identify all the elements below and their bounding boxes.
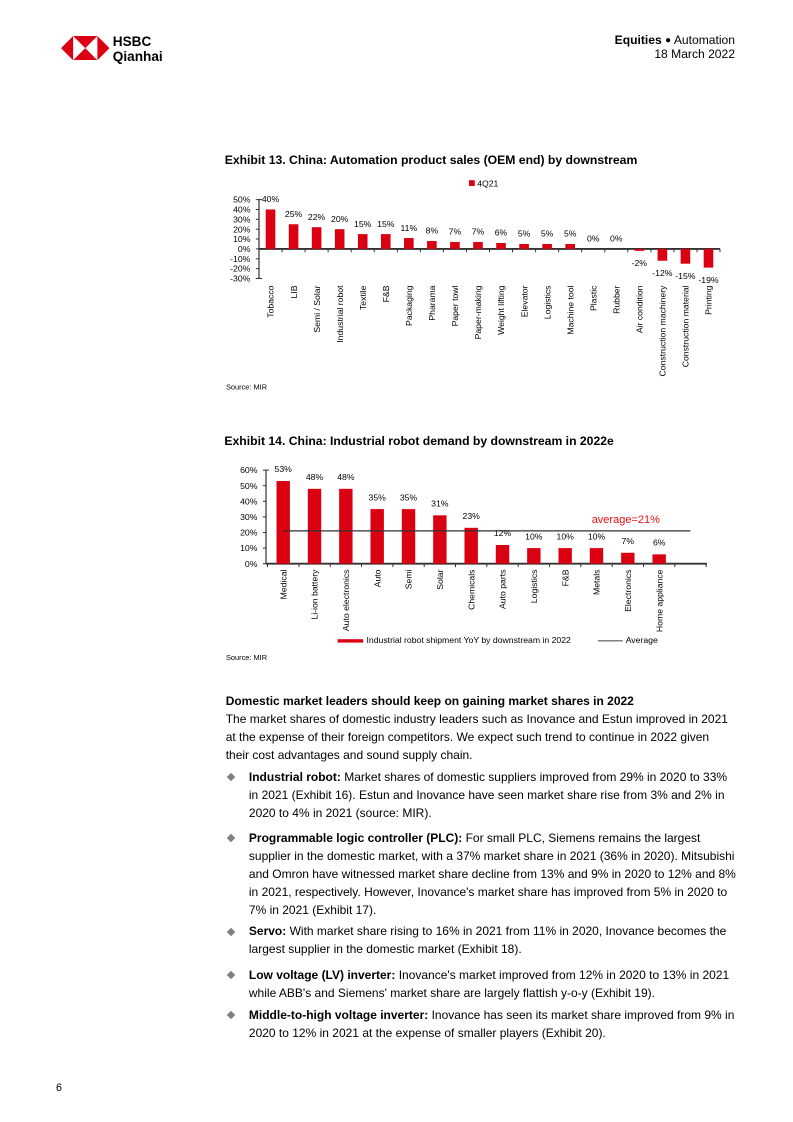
svg-text:7%: 7% [472, 227, 485, 237]
svg-text:Source: MIR: Source: MIR [226, 653, 267, 662]
svg-text:-2%: -2% [632, 258, 648, 268]
svg-text:5%: 5% [564, 229, 577, 239]
svg-text:22%: 22% [308, 212, 326, 222]
svg-text:Paper-making: Paper-making [473, 285, 483, 339]
svg-text:F&B: F&B [381, 285, 391, 302]
svg-text:48%: 48% [306, 472, 324, 482]
svg-text:Logistics: Logistics [542, 285, 552, 319]
svg-text:10%: 10% [525, 531, 543, 541]
svg-text:Auto: Auto [372, 569, 382, 587]
svg-text:10%: 10% [240, 543, 258, 553]
svg-text:Logistics: Logistics [529, 569, 539, 603]
svg-text:12%: 12% [494, 528, 512, 538]
svg-text:Electronics: Electronics [623, 569, 633, 612]
svg-text:50%: 50% [240, 481, 258, 491]
svg-text:Rubber: Rubber [612, 285, 622, 314]
svg-text:20%: 20% [233, 224, 251, 234]
svg-text:Packaging: Packaging [404, 285, 414, 326]
svg-text:-20%: -20% [230, 264, 251, 274]
svg-text:31%: 31% [431, 499, 449, 509]
svg-text:0%: 0% [610, 234, 623, 244]
svg-text:Pharama: Pharama [427, 285, 437, 320]
svg-text:10%: 10% [588, 531, 606, 541]
svg-text:53%: 53% [275, 464, 293, 474]
svg-text:Auto parts: Auto parts [498, 569, 508, 609]
svg-text:Paper towl: Paper towl [450, 285, 460, 326]
svg-text:Industrial robot shipment YoY: Industrial robot shipment YoY by downstr… [367, 635, 572, 645]
svg-text:15%: 15% [354, 219, 372, 229]
svg-text:-19%: -19% [698, 275, 719, 285]
svg-text:Solar: Solar [435, 569, 445, 589]
svg-text:Construction machinery: Construction machinery [658, 285, 668, 377]
svg-text:-10%: -10% [230, 254, 251, 264]
svg-text:Chemicals: Chemicals [466, 569, 476, 610]
svg-text:20%: 20% [331, 214, 349, 224]
svg-text:Weight lifting: Weight lifting [496, 285, 506, 335]
svg-text:8%: 8% [426, 226, 439, 236]
svg-text:-12%: -12% [652, 268, 673, 278]
svg-text:-30%: -30% [230, 274, 251, 284]
svg-text:40%: 40% [233, 205, 251, 215]
svg-text:F&B: F&B [560, 569, 570, 586]
svg-text:Metals: Metals [592, 569, 602, 595]
svg-text:5%: 5% [518, 229, 531, 239]
svg-text:5%: 5% [541, 229, 554, 239]
svg-text:LIB: LIB [289, 285, 299, 298]
svg-text:25%: 25% [285, 209, 303, 219]
svg-text:Li-ion battery: Li-ion battery [310, 569, 320, 620]
svg-text:60%: 60% [240, 465, 258, 475]
svg-text:40%: 40% [240, 496, 258, 506]
svg-text:6%: 6% [653, 538, 666, 548]
svg-text:7%: 7% [449, 227, 462, 237]
svg-text:6%: 6% [495, 228, 508, 238]
svg-text:35%: 35% [369, 492, 387, 502]
svg-text:0%: 0% [238, 244, 251, 254]
svg-text:Home appliance: Home appliance [654, 569, 664, 632]
svg-text:0%: 0% [245, 559, 258, 569]
svg-text:Air condition: Air condition [635, 285, 645, 333]
svg-text:Industrial robot: Industrial robot [335, 285, 345, 343]
svg-text:23%: 23% [463, 511, 481, 521]
svg-text:Printing: Printing [704, 285, 714, 315]
svg-text:0%: 0% [587, 234, 600, 244]
svg-text:30%: 30% [233, 214, 251, 224]
svg-text:11%: 11% [400, 223, 417, 233]
svg-text:10%: 10% [233, 234, 251, 244]
svg-text:Construction material: Construction material [681, 285, 691, 367]
svg-text:Semi: Semi [404, 569, 414, 589]
svg-text:Textile: Textile [358, 285, 368, 310]
svg-text:Semi / Solar: Semi / Solar [312, 285, 322, 332]
svg-text:10%: 10% [557, 531, 575, 541]
svg-text:Elevator: Elevator [519, 285, 529, 317]
svg-text:4Q21: 4Q21 [477, 179, 498, 189]
svg-text:Auto electronics: Auto electronics [341, 569, 351, 631]
svg-text:7%: 7% [622, 536, 635, 546]
svg-text:15%: 15% [377, 219, 395, 229]
svg-text:Plastic: Plastic [588, 285, 598, 311]
svg-text:35%: 35% [400, 492, 418, 502]
svg-text:30%: 30% [240, 512, 258, 522]
svg-text:Average: Average [626, 635, 658, 645]
svg-text:-15%: -15% [675, 271, 696, 281]
svg-text:50%: 50% [233, 195, 251, 205]
svg-text:Machine tool: Machine tool [565, 285, 575, 334]
svg-text:40%: 40% [262, 194, 280, 204]
svg-text:average=21%: average=21% [592, 514, 660, 526]
svg-text:Tobacco: Tobacco [266, 285, 276, 317]
svg-text:20%: 20% [240, 528, 258, 538]
svg-text:Source: MIR: Source: MIR [226, 383, 267, 392]
svg-text:48%: 48% [337, 472, 355, 482]
svg-text:Medical: Medical [278, 569, 288, 599]
